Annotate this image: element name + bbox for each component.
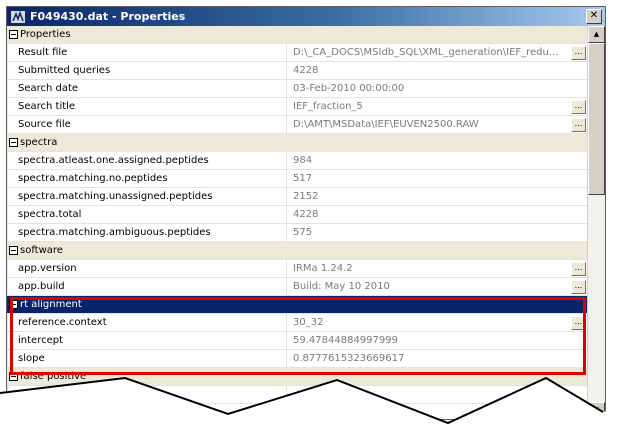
category-properties[interactable]: Properties: [7, 26, 588, 44]
property-row[interactable]: slope 0.8777615323669617: [7, 350, 588, 368]
property-value-text: IEF_fraction_5: [293, 101, 363, 112]
property-value[interactable]: [287, 386, 588, 403]
property-value[interactable]: 517: [287, 170, 588, 187]
property-value-text: 59.47844884997999: [293, 335, 398, 346]
property-name: Result file: [7, 44, 287, 61]
collapse-icon[interactable]: [9, 30, 18, 39]
property-name: significa: [7, 386, 287, 403]
category-spectra[interactable]: spectra: [7, 134, 588, 152]
property-name: Search date: [7, 80, 287, 97]
window-title: F049430.dat - Properties: [30, 10, 186, 23]
property-row[interactable]: spectra.total 4228: [7, 206, 588, 224]
property-value-text: 2152: [293, 191, 319, 202]
property-value[interactable]: IRMa 1.24.2...: [287, 260, 588, 277]
property-value-text: D:\AMT\MSData\IEF\EUVEN2500.RAW: [293, 119, 479, 130]
ellipsis-button[interactable]: ...: [571, 118, 586, 132]
property-value-text: 984: [293, 155, 313, 166]
property-value[interactable]: 4228: [287, 62, 588, 79]
property-name: app.build: [7, 278, 287, 295]
property-value-text: 0.8777615323669617: [293, 353, 405, 364]
ellipsis-button[interactable]: ...: [571, 316, 586, 330]
property-value-text: 03-Feb-2010 00:00:00: [293, 83, 405, 94]
property-row[interactable]: significa: [7, 386, 588, 404]
property-value-text: 575: [293, 227, 313, 238]
property-name: Source file: [7, 116, 287, 133]
category-software[interactable]: software: [7, 242, 588, 260]
property-name: slope: [7, 350, 287, 367]
property-value-text: 517: [293, 173, 313, 184]
category-label: Properties: [20, 29, 71, 40]
app-icon: [11, 10, 25, 23]
collapse-icon[interactable]: [9, 138, 18, 147]
property-row[interactable]: spectra.atleast.one.assigned.peptides 984: [7, 152, 588, 170]
property-value-text: 30_32: [293, 317, 324, 328]
collapse-icon[interactable]: [9, 300, 18, 309]
property-row[interactable]: spectra.matching.unassigned.peptides 2152: [7, 188, 588, 206]
property-value[interactable]: 984: [287, 152, 588, 169]
property-name: spectra.matching.no.peptides: [7, 170, 287, 187]
property-value[interactable]: 0.8777615323669617: [287, 350, 588, 367]
property-value[interactable]: 4228: [287, 206, 588, 223]
property-row[interactable]: app.build Build: May 10 2010...: [7, 278, 588, 296]
property-name: spectra.total: [7, 206, 287, 223]
property-row[interactable]: intercept 59.47844884997999: [7, 332, 588, 350]
property-value-text: Build: May 10 2010: [293, 281, 390, 292]
property-value[interactable]: 2152: [287, 188, 588, 205]
property-row[interactable]: Search date 03-Feb-2010 00:00:00: [7, 80, 588, 98]
collapse-icon[interactable]: [9, 372, 18, 381]
property-name: spectra.matching.unassigned.peptides: [7, 188, 287, 205]
property-row[interactable]: spectra.matching.no.peptides 517: [7, 170, 588, 188]
property-value-text: 4228: [293, 209, 319, 220]
scroll-up-button[interactable]: ▲: [588, 26, 605, 43]
property-name: spectra.matching.ambiguous.peptides: [7, 224, 287, 241]
ellipsis-button[interactable]: ...: [571, 100, 586, 114]
property-name: Search title: [7, 98, 287, 115]
property-value[interactable]: D:\_CA_DOCS\MSIdb_SQL\XML_generation\IEF…: [287, 44, 588, 61]
property-row[interactable]: Search title IEF_fraction_5...: [7, 98, 588, 116]
property-row[interactable]: app.version IRMa 1.24.2...: [7, 260, 588, 278]
property-name: spectra.atleast.one.assigned.peptides: [7, 152, 287, 169]
category-label: spectra: [20, 137, 58, 148]
category-false-positive[interactable]: false positive: [7, 368, 588, 386]
property-name: app.version: [7, 260, 287, 277]
property-row[interactable]: Source file D:\AMT\MSData\IEF\EUVEN2500.R…: [7, 116, 588, 134]
property-name: reference.context: [7, 314, 287, 331]
category-label: rt alignment: [20, 299, 82, 310]
scroll-thumb[interactable]: [588, 43, 605, 195]
property-value[interactable]: 575: [287, 224, 588, 241]
category-rt-alignment[interactable]: rt alignment: [7, 296, 588, 314]
category-label: software: [20, 245, 63, 256]
title-bar[interactable]: F049430.dat - Properties ✕: [7, 7, 605, 26]
property-value[interactable]: 03-Feb-2010 00:00:00: [287, 80, 588, 97]
ellipsis-button[interactable]: ...: [571, 280, 586, 294]
property-row[interactable]: Submitted queries 4228: [7, 62, 588, 80]
property-value-text: 4228: [293, 65, 319, 76]
close-button[interactable]: ✕: [586, 9, 602, 24]
property-value-text: IRMa 1.24.2: [293, 263, 353, 274]
category-label: false positive: [20, 371, 87, 382]
property-value-text: D:\_CA_DOCS\MSIdb_SQL\XML_generation\IEF…: [293, 47, 559, 58]
property-name: Submitted queries: [7, 62, 287, 79]
vertical-scrollbar[interactable]: ▲ ▼: [587, 26, 605, 419]
properties-window: F049430.dat - Properties ✕ Properties Res…: [6, 6, 606, 420]
property-value[interactable]: 30_32...: [287, 314, 588, 331]
property-value[interactable]: 59.47844884997999: [287, 332, 588, 349]
property-row[interactable]: spectra.matching.ambiguous.peptides 575: [7, 224, 588, 242]
property-grid: Properties Result file D:\_CA_DOCS\MSIdb_S…: [7, 26, 588, 419]
property-name: intercept: [7, 332, 287, 349]
collapse-icon[interactable]: [9, 246, 18, 255]
scroll-down-button[interactable]: ▼: [588, 402, 605, 419]
ellipsis-button[interactable]: ...: [571, 262, 586, 276]
property-row[interactable]: Result file D:\_CA_DOCS\MSIdb_SQL\XML_gen…: [7, 44, 588, 62]
property-value[interactable]: IEF_fraction_5...: [287, 98, 588, 115]
property-value[interactable]: Build: May 10 2010...: [287, 278, 588, 295]
property-value[interactable]: D:\AMT\MSData\IEF\EUVEN2500.RAW...: [287, 116, 588, 133]
property-row[interactable]: reference.context 30_32...: [7, 314, 588, 332]
ellipsis-button[interactable]: ...: [571, 46, 586, 60]
